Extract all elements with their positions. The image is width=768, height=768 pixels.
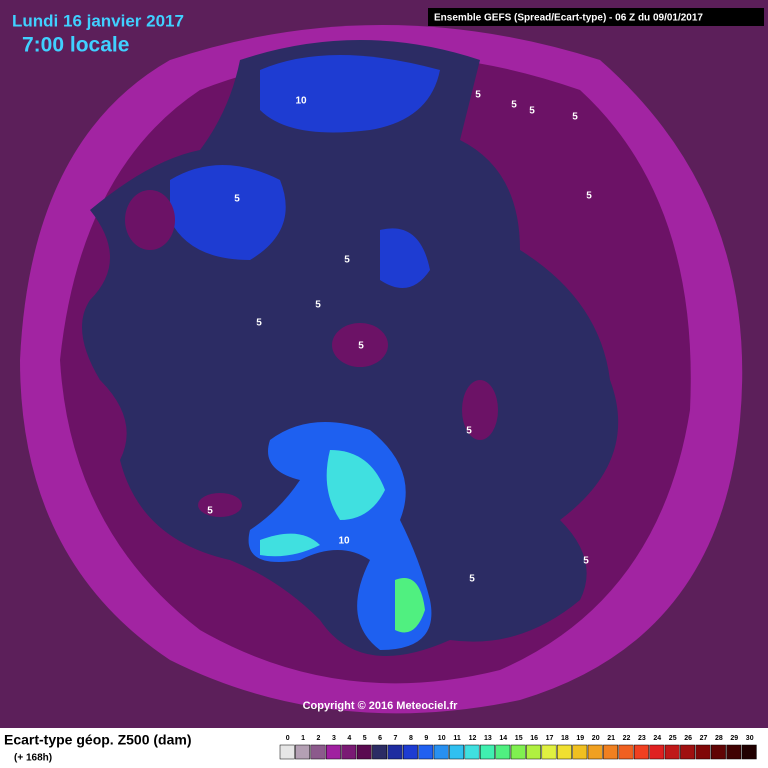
map	[0, 0, 768, 728]
contour-label: 5	[344, 255, 350, 266]
scale-label: 25	[669, 735, 677, 742]
scale-label: 0	[286, 735, 290, 742]
scale-label: 27	[700, 735, 708, 742]
contour-label: 10	[295, 96, 307, 107]
scale-swatch	[680, 744, 696, 760]
scale-label: 8	[409, 735, 413, 742]
legend-title: Ecart-type géop. Z500 (dam)	[4, 732, 192, 748]
scale-swatch	[387, 744, 403, 760]
scale-swatch	[618, 744, 634, 760]
scale-label: 19	[576, 735, 584, 742]
contour-label: 5	[511, 100, 517, 111]
scale-label: 22	[623, 735, 631, 742]
scale-label: 12	[469, 735, 477, 742]
scale-label: 6	[378, 735, 382, 742]
scale-label: 2	[317, 735, 321, 742]
scale-swatch	[541, 744, 557, 760]
scale-swatch	[695, 744, 711, 760]
copyright: Copyright © 2016 Meteociel.fr	[303, 700, 459, 712]
scale-swatch	[372, 744, 388, 760]
model-box	[428, 8, 764, 26]
scale-label: 13	[484, 735, 492, 742]
scale-label: 5	[363, 735, 367, 742]
scale-label: 30	[746, 735, 754, 742]
lead-time: (+ 168h)	[14, 753, 52, 764]
scale-label: 15	[515, 735, 523, 742]
contour-label: 5	[234, 194, 240, 205]
scale-swatch	[556, 744, 572, 760]
scale-swatch	[310, 744, 326, 760]
contour-label: 5	[358, 341, 364, 352]
scale-swatch	[295, 744, 311, 760]
scale-label: 10	[438, 735, 446, 742]
scale-swatch	[449, 744, 465, 760]
contour-label: 5	[207, 506, 213, 517]
contour-label: 5	[529, 106, 535, 117]
scale-label: 1	[301, 735, 305, 742]
scale-label: 7	[394, 735, 398, 742]
scale-label: 29	[730, 735, 738, 742]
contour-label: 5	[256, 318, 262, 329]
contour-label: 10	[338, 536, 350, 547]
scale-label: 16	[530, 735, 538, 742]
contour-label: 5	[466, 426, 472, 437]
scale-swatch	[603, 744, 619, 760]
scale-swatch	[418, 744, 434, 760]
date: Lundi 16 janvier 2017	[12, 11, 184, 30]
contour-label: 5	[586, 191, 592, 202]
contour-label: 5	[469, 574, 475, 585]
scale-label: 23	[638, 735, 646, 742]
scale-swatch	[495, 744, 511, 760]
scale-swatch	[710, 744, 726, 760]
scale-label: 20	[592, 735, 600, 742]
scale-swatch	[633, 744, 649, 760]
scale-label: 17	[546, 735, 554, 742]
scale-swatch	[526, 744, 542, 760]
scale-label: 11	[453, 735, 461, 742]
scale-label: 28	[715, 735, 723, 742]
scale-label: 4	[347, 735, 351, 742]
scale-swatch	[325, 744, 341, 760]
scale-swatch	[479, 744, 495, 760]
scale-swatch	[341, 744, 357, 760]
scale-swatch	[433, 744, 449, 760]
time: 7:00 locale	[22, 34, 129, 57]
scale-swatch	[726, 744, 742, 760]
scale-label: 18	[561, 735, 569, 742]
contour-label: 5	[583, 556, 589, 567]
scale-label: 3	[332, 735, 336, 742]
scale-label: 21	[607, 735, 615, 742]
scale-label: 14	[499, 735, 507, 742]
scale-label: 26	[684, 735, 692, 742]
contour-label: 5	[475, 90, 481, 101]
contour-label: 5	[572, 112, 578, 123]
scale-swatch	[279, 744, 295, 760]
scale-swatch	[664, 744, 680, 760]
scale-swatch	[464, 744, 480, 760]
scale-label: 9	[424, 735, 428, 742]
contour-label: 5	[315, 300, 321, 311]
scale-swatch	[741, 744, 757, 760]
scale-swatch	[510, 744, 526, 760]
scale-swatch	[402, 744, 418, 760]
scale-swatch	[572, 744, 588, 760]
scale-swatch	[356, 744, 372, 760]
scale-swatch	[649, 744, 665, 760]
model: Ensemble GEFS (Spread/Ecart-type) - 06 Z…	[434, 13, 703, 24]
scale-label: 24	[653, 735, 661, 742]
scale-swatch	[587, 744, 603, 760]
